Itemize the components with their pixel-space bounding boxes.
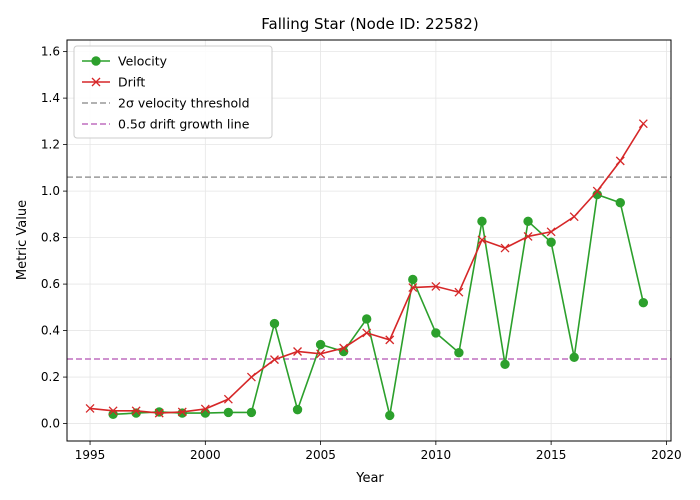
series-drift: [85, 119, 648, 418]
data-point: [385, 410, 395, 421]
data-point: [200, 404, 210, 414]
data-point: [223, 394, 233, 404]
data-point: [293, 347, 302, 356]
data-point: [246, 372, 256, 382]
data-point: [316, 349, 326, 359]
data-point: [615, 156, 625, 166]
data-point: [362, 328, 372, 338]
data-point: [177, 407, 187, 417]
data-point: [91, 77, 101, 87]
data-point: [246, 407, 257, 418]
y-tick-label: 1.6: [41, 45, 60, 59]
data-point: [500, 243, 510, 253]
data-point: [477, 235, 487, 245]
data-point: [154, 407, 164, 417]
data-point: [91, 56, 101, 66]
data-point: [431, 281, 441, 291]
x-tick-label: 2010: [421, 448, 452, 462]
data-point: [108, 406, 118, 416]
data-point: [615, 198, 625, 208]
data-point: [454, 347, 464, 358]
legend-item: Velocity: [82, 54, 168, 69]
data-point: [500, 359, 510, 369]
y-tick-label: 0.6: [41, 277, 60, 291]
y-tick-label: 1.4: [41, 91, 60, 105]
data-point: [569, 352, 579, 363]
axis-layer: 1995 2000 2005 2010 2015 2020 0.0 0.2 0.4 0.6 0.8 1…: [41, 45, 682, 462]
legend-label: 0.5σ drift growth line: [118, 117, 250, 132]
x-axis-label: Year: [355, 471, 384, 486]
y-axis-label: Metric Value: [15, 200, 30, 280]
data-point: [523, 231, 533, 241]
legend-label: Velocity: [118, 54, 168, 69]
grid-layer: [67, 40, 671, 441]
data-point: [85, 403, 95, 413]
data-point: [177, 408, 187, 418]
legend: Velocity Drift 2σ velocity threshold 0.5σ d…: [73, 45, 273, 139]
x-tick-label: 2000: [190, 448, 221, 462]
data-point: [569, 212, 579, 222]
data-point: [638, 119, 648, 129]
y-tick-label: 0.4: [41, 324, 60, 338]
x-tick-label: 2020: [651, 448, 682, 462]
data-point: [638, 297, 649, 308]
legend-box: [73, 45, 273, 139]
data-point: [339, 343, 349, 353]
legend-label: Drift: [118, 75, 145, 90]
x-tick-label: 2015: [536, 448, 567, 462]
series-layer: [85, 119, 649, 421]
data-point: [546, 237, 556, 247]
data-point: [315, 339, 326, 350]
plot-frame: [66, 39, 672, 442]
data-point: [408, 274, 418, 285]
legend-label: 2σ velocity threshold: [118, 96, 250, 111]
data-point: [269, 318, 280, 329]
chart-title: Falling Star (Node ID: 22582): [261, 15, 478, 33]
y-tick-label: 1.2: [41, 138, 60, 152]
x-tick-label: 1995: [75, 448, 106, 462]
data-point: [592, 186, 602, 196]
data-point: [292, 404, 303, 415]
y-tick-label: 1.0: [41, 184, 60, 198]
legend-item: Drift: [82, 75, 145, 90]
x-tick-label: 2005: [305, 448, 336, 462]
data-point: [385, 335, 395, 345]
legend-item: 0.5σ drift growth line: [82, 117, 250, 132]
data-point: [408, 283, 418, 293]
data-point: [546, 227, 556, 237]
data-point: [361, 314, 372, 324]
data-point: [454, 287, 464, 297]
data-point: [523, 216, 533, 227]
data-point: [200, 408, 211, 418]
reference-lines: [67, 176, 671, 360]
data-point: [431, 328, 441, 338]
data-point: [154, 408, 164, 418]
y-tick-label: 0.0: [41, 417, 60, 431]
y-tick-label: 0.2: [41, 370, 60, 384]
data-point: [131, 406, 141, 416]
data-point: [223, 407, 234, 418]
legend-item: 2σ velocity threshold: [82, 96, 250, 111]
data-point: [477, 216, 487, 227]
y-tick-label: 0.8: [41, 231, 60, 245]
data-point: [270, 355, 279, 365]
